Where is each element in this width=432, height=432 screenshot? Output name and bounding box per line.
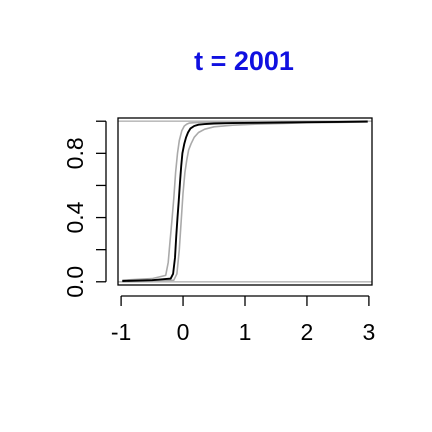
plot-frame <box>117 117 373 286</box>
y-tick-label: 0.8 <box>62 137 88 169</box>
y-tick-label: 0.0 <box>62 266 88 298</box>
x-tick-label: -1 <box>111 319 131 345</box>
x-tick-label: 3 <box>363 319 376 345</box>
lower-band-line <box>122 121 368 283</box>
x-tick-label: 1 <box>239 319 252 345</box>
y-tick-label: 0.4 <box>62 201 88 233</box>
x-tick-label: 0 <box>177 319 190 345</box>
x-axis: -1 0 1 2 3 <box>111 295 376 345</box>
upper-band-line <box>122 120 368 281</box>
y-axis: 0.0 0.4 0.8 <box>62 120 107 298</box>
x-tick-label: 2 <box>301 319 314 345</box>
chart-title: t = 2001 <box>194 46 294 76</box>
estimate-line <box>122 120 368 282</box>
